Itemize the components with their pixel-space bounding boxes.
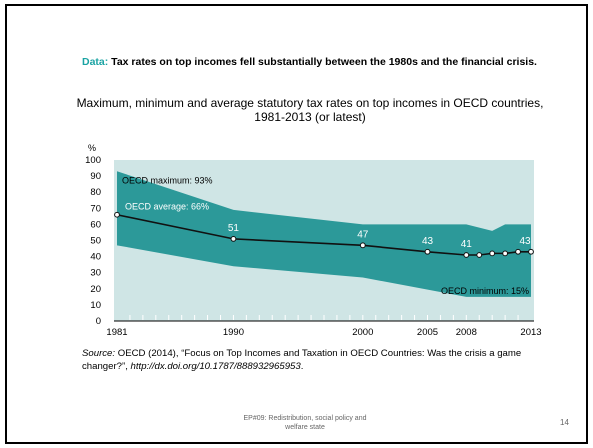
average-point	[528, 248, 534, 255]
average-point	[489, 250, 496, 257]
y-tick-label: 20	[90, 284, 101, 295]
annotation-max: OECD maximum: 93%	[122, 175, 213, 185]
headline-text: Tax rates on top incomes fell substantia…	[108, 56, 537, 68]
data-label: 47	[357, 229, 369, 240]
annotation-average: OECD average: 66%	[125, 202, 209, 212]
y-tick-label: 30	[90, 268, 101, 279]
annotation-min: OECD minimum: 15%	[441, 286, 529, 296]
slide-headline: Data: Tax rates on top incomes fell subs…	[82, 55, 552, 69]
x-tick-label: 2008	[456, 327, 477, 338]
y-tick-label: 80	[90, 187, 101, 198]
slide-footer: EP#09: Redistribution, social policy and…	[215, 414, 395, 432]
average-point	[515, 248, 521, 255]
average-point	[502, 250, 509, 257]
source-note: Source: OECD (2014), “Focus on Top Incom…	[82, 347, 552, 373]
x-tick-label: 2000	[352, 327, 373, 338]
data-label: 41	[461, 239, 473, 250]
data-label: 51	[228, 223, 240, 234]
y-tick-label: 40	[90, 252, 101, 263]
y-tick-label: 60	[90, 219, 101, 230]
average-point	[230, 235, 237, 242]
average-point	[114, 211, 120, 218]
source-link[interactable]: http://dx.doi.org/10.1787/888932965953	[130, 361, 301, 372]
max-min-band	[117, 171, 531, 297]
source-label: Source:	[82, 348, 116, 359]
y-tick-label: 100	[85, 155, 101, 166]
x-tick-label: 2005	[417, 327, 438, 338]
footer-line-1: EP#09: Redistribution, social policy and	[243, 415, 367, 422]
average-line	[116, 213, 531, 256]
y-tick-label: 0	[96, 316, 101, 327]
y-axis-label: %	[88, 143, 96, 153]
data-label: 43	[422, 236, 434, 247]
source-text: OECD (2014), “Focus on Top Incomes and T…	[82, 348, 522, 372]
y-tick-label: 90	[90, 171, 101, 182]
x-tick-label: 1981	[106, 327, 127, 338]
y-tick-label: 50	[90, 236, 101, 247]
headline-prefix: Data:	[82, 56, 109, 68]
x-tick-label: 2013	[520, 327, 541, 338]
y-tick-label: 10	[90, 300, 101, 311]
source-end: .	[300, 361, 304, 372]
average-point	[424, 248, 431, 255]
chart-title: Maximum, minimum and average statutory t…	[76, 96, 544, 124]
average-point	[463, 252, 470, 258]
data-label: 43	[519, 236, 531, 247]
footer-line-2: welfare state	[285, 424, 325, 431]
page-number: 14	[560, 418, 569, 427]
x-minor-ticks	[129, 315, 519, 320]
x-tick-label: 1990	[223, 327, 244, 338]
average-point	[359, 242, 366, 249]
y-tick-label: 70	[90, 203, 101, 214]
average-point	[476, 252, 483, 258]
